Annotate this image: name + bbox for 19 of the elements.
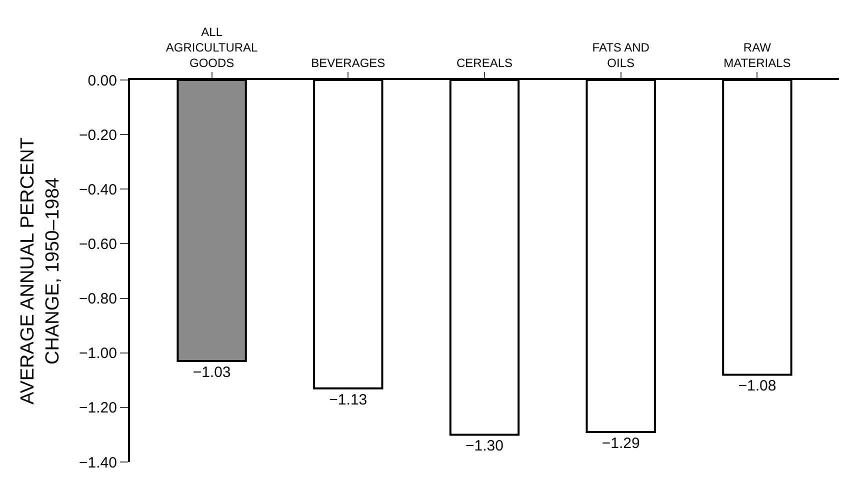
y-tick-label: −1.20	[79, 400, 117, 417]
x-tick-label: FATS AND OILS	[592, 40, 650, 70]
data-label: −1.29	[602, 434, 640, 452]
y-tick-label: −0.60	[79, 236, 117, 253]
y-tick-label: −1.40	[79, 454, 117, 472]
y-tick-label: −0.40	[79, 181, 117, 198]
y-tick-label: −1.00	[79, 345, 117, 362]
data-label: −1.03	[192, 364, 231, 382]
x-tick-label: CEREALS	[456, 56, 513, 70]
data-label: −1.30	[466, 438, 504, 455]
y-tick-label: −0.80	[79, 290, 117, 308]
x-tick-label: RAW MATERIALS	[724, 40, 791, 70]
y-axis-title: AVERAGE ANNUAL PERCENT CHANGE, 1950–1984	[18, 137, 64, 405]
x-tick-label: ALL AGRICULTURAL GOODS	[166, 25, 258, 70]
data-label: −1.08	[738, 378, 776, 395]
y-tick-label: 0.00	[88, 72, 117, 90]
y-tick-label: −0.20	[79, 126, 117, 144]
data-label: −1.13	[329, 391, 368, 408]
x-tick-label: BEVERAGES	[311, 56, 386, 70]
